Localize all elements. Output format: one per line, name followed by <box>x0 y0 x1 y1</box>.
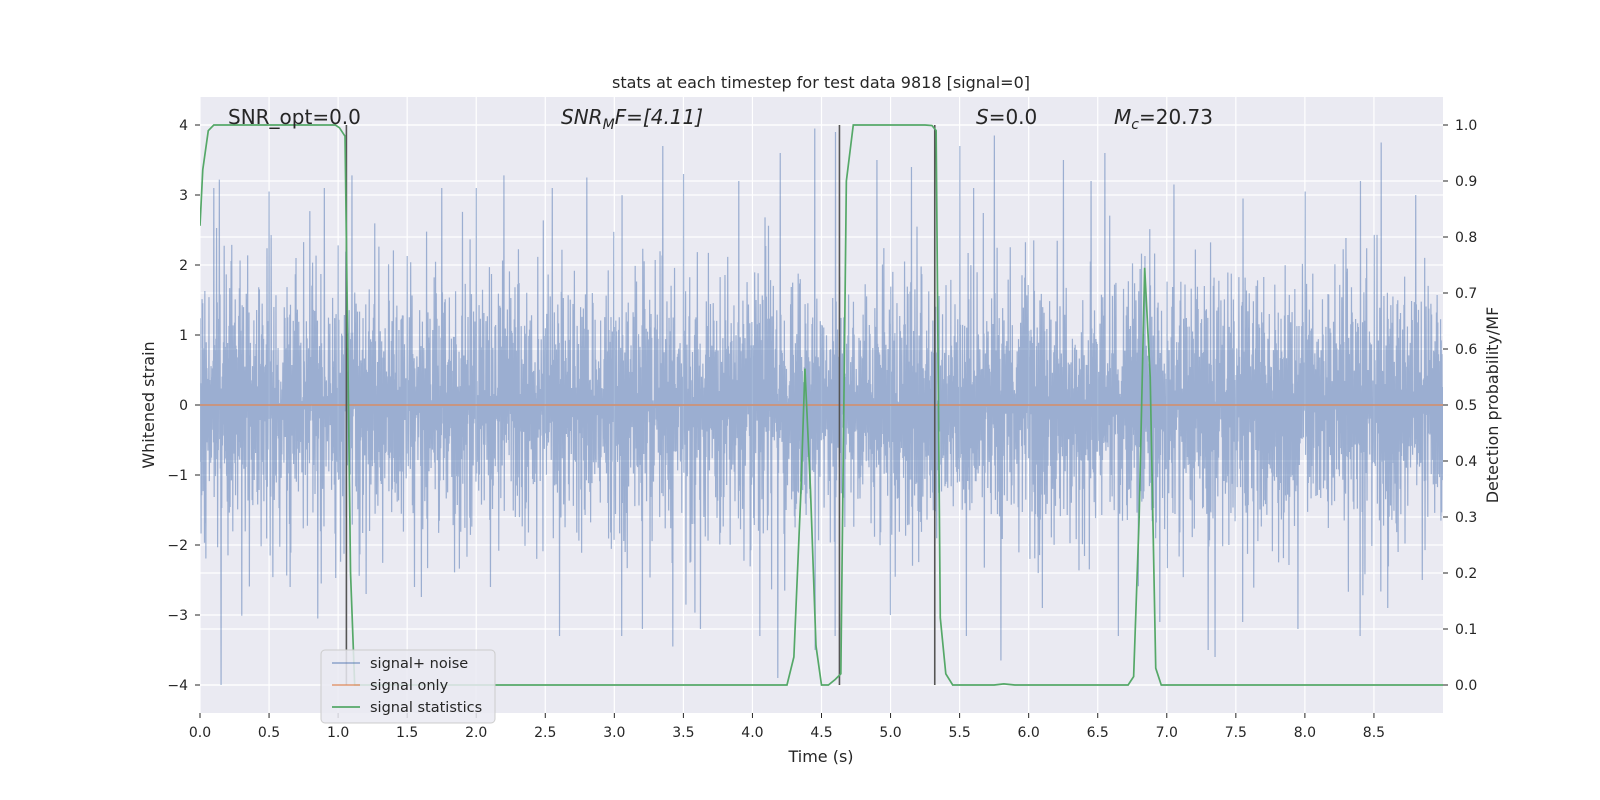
x-tick-label: 2.0 <box>465 725 487 741</box>
y-left-tick-label: 0 <box>179 398 188 414</box>
snr-mf-rest: F=[4.11] <box>615 105 703 129</box>
annotation-mc: Mc=20.73 <box>1114 105 1213 133</box>
legend-label-signal-noise: signal+ noise <box>370 656 468 672</box>
x-tick-label: 3.5 <box>672 725 694 741</box>
y-right-tick-label: 0.4 <box>1455 454 1477 470</box>
y-left-tick-label: 1 <box>179 328 188 344</box>
x-tick-label: 5.5 <box>948 725 970 741</box>
mc-symbol: M <box>1114 105 1131 129</box>
x-tick-label: 5.0 <box>879 725 901 741</box>
x-tick-label: 8.0 <box>1294 725 1316 741</box>
y-left-tick-label: 3 <box>179 188 188 204</box>
annotation-snr-mf: SNRMF=[4.11] <box>561 105 703 133</box>
legend-label-signal-statistics: signal statistics <box>370 700 482 716</box>
x-tick-label: 2.5 <box>534 725 556 741</box>
y-left-tick-label: 2 <box>179 258 188 274</box>
x-tick-label: 8.5 <box>1363 725 1385 741</box>
plot-area <box>200 124 1443 686</box>
s-rest: =0.0 <box>989 105 1038 129</box>
annotation-s: S=0.0 <box>976 105 1037 129</box>
x-tick-label: 1.0 <box>327 725 349 741</box>
legend: signal+ noise signal only signal statist… <box>320 649 496 724</box>
y-right-tick-label: 0.3 <box>1455 510 1477 526</box>
x-tick-label: 7.0 <box>1156 725 1178 741</box>
y-right-tick-label: 0.2 <box>1455 566 1477 582</box>
x-tick-label: 0.0 <box>189 725 211 741</box>
x-axis-label: Time (s) <box>787 747 853 766</box>
legend-label-signal-only: signal only <box>370 678 449 694</box>
y-right-tick-label: 0.9 <box>1455 174 1477 190</box>
x-axis-ticks: 0.0 0.5 1.0 1.5 2.0 2.5 3.0 3.5 4.0 4.5 5.0 5.5 6.0 6… <box>189 713 1385 741</box>
snr-mf-symbol: SNR <box>561 105 603 129</box>
y-right-tick-label: 0.6 <box>1455 342 1477 358</box>
y-left-tick-label: 4 <box>179 118 188 134</box>
y-right-tick-label: 1.0 <box>1455 118 1477 134</box>
legend-box <box>320 649 496 724</box>
y-right-tick-label: 0.8 <box>1455 230 1477 246</box>
x-tick-label: 4.0 <box>741 725 763 741</box>
y-right-tick-label: 0.0 <box>1455 678 1477 694</box>
x-tick-label: 4.5 <box>810 725 832 741</box>
y-axis-right-ticks: 0.0 0.1 0.2 0.3 0.4 0.5 0.6 0.7 0.8 0.9 1.0 <box>1443 118 1477 694</box>
y-axis-left-label: Whitened strain <box>139 341 158 468</box>
y-left-tick-label: −1 <box>167 468 188 484</box>
y-left-tick-label: −3 <box>167 608 188 624</box>
y-right-tick-label: 0.1 <box>1455 622 1477 638</box>
x-tick-label: 1.5 <box>396 725 418 741</box>
signal-noise-series <box>200 128 1443 686</box>
x-tick-label: 6.0 <box>1018 725 1040 741</box>
annotation-snr-opt: SNR_opt=0.0 <box>228 105 361 129</box>
chart-title: stats at each timestep for test data 981… <box>612 73 1030 92</box>
x-tick-label: 7.5 <box>1225 725 1247 741</box>
snr-mf-subscript: M <box>603 117 615 133</box>
y-axis-left-ticks: −4 −3 −2 −1 0 1 2 3 4 <box>167 118 200 694</box>
y-axis-right-label: Detection probability/MF <box>1483 307 1502 504</box>
mc-rest: =20.73 <box>1139 105 1213 129</box>
x-tick-label: 3.0 <box>603 725 625 741</box>
x-tick-label: 0.5 <box>258 725 280 741</box>
y-left-tick-label: −4 <box>167 678 188 694</box>
y-left-tick-label: −2 <box>167 538 188 554</box>
signal-statistics-series <box>200 124 1443 686</box>
y-right-tick-label: 0.7 <box>1455 286 1477 302</box>
mc-subscript: c <box>1131 117 1139 133</box>
x-tick-label: 6.5 <box>1087 725 1109 741</box>
y-right-tick-label: 0.5 <box>1455 398 1477 414</box>
s-symbol: S <box>976 105 989 129</box>
